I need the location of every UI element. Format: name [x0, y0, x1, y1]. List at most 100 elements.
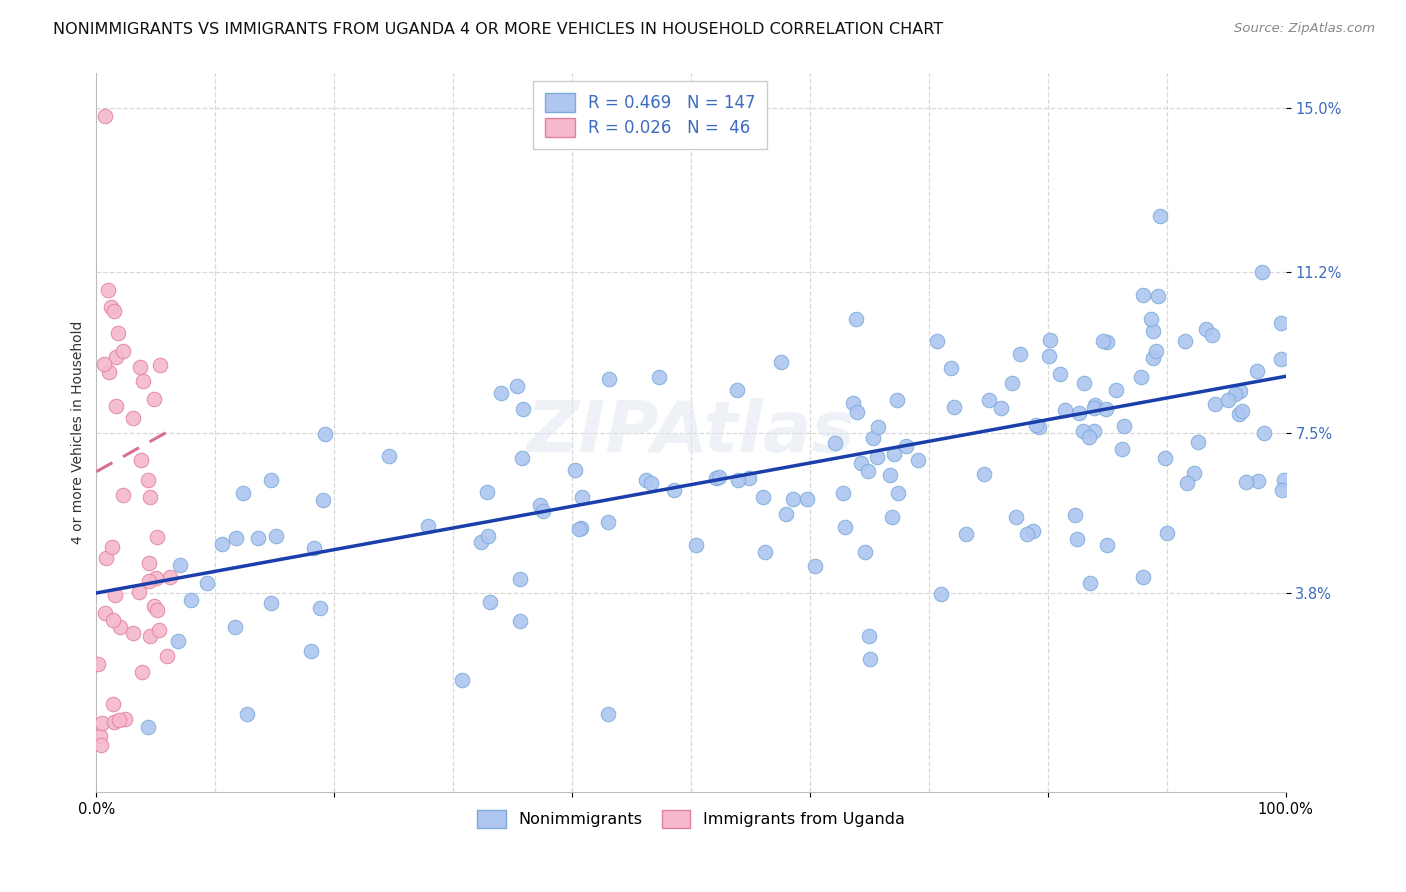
Point	[143, 392, 166, 407]
Point	[246, 532, 269, 546]
Point	[1201, 328, 1223, 343]
Point	[1142, 324, 1164, 338]
Point	[91, 716, 114, 731]
Point	[531, 504, 554, 518]
Point	[122, 626, 145, 640]
Point	[169, 558, 191, 573]
Point	[506, 379, 529, 393]
Point	[596, 707, 619, 722]
Point	[97, 283, 120, 297]
Point	[149, 359, 172, 373]
Point	[105, 399, 128, 413]
Point	[107, 713, 129, 727]
Point	[1146, 289, 1168, 303]
Point	[704, 471, 727, 485]
Point	[853, 545, 876, 559]
Point	[299, 644, 322, 658]
Point	[941, 360, 963, 375]
Point	[1140, 312, 1163, 326]
Point	[1234, 475, 1257, 490]
Point	[973, 467, 995, 481]
Text: NONIMMIGRANTS VS IMMIGRANTS FROM UGANDA 4 OR MORE VEHICLES IN HOUSEHOLD CORRELAT: NONIMMIGRANTS VS IMMIGRANTS FROM UGANDA …	[53, 22, 943, 37]
Point	[1038, 349, 1060, 363]
Point	[145, 571, 167, 585]
Point	[211, 537, 233, 551]
Point	[1067, 406, 1090, 420]
Point	[664, 483, 686, 497]
Point	[128, 585, 150, 599]
Point	[738, 471, 761, 485]
Point	[1142, 351, 1164, 366]
Point	[1149, 210, 1171, 224]
Point	[180, 593, 202, 607]
Point	[1053, 403, 1076, 417]
Point	[640, 475, 662, 490]
Point	[1083, 425, 1105, 439]
Point	[260, 596, 283, 610]
Point	[1001, 376, 1024, 391]
Point	[143, 599, 166, 614]
Point	[979, 393, 1001, 408]
Point	[100, 300, 122, 314]
Point	[1204, 397, 1226, 411]
Point	[1073, 376, 1095, 390]
Point	[1066, 533, 1088, 547]
Point	[104, 350, 127, 364]
Text: Source: ZipAtlas.com: Source: ZipAtlas.com	[1234, 22, 1375, 36]
Point	[1174, 334, 1197, 348]
Point	[101, 541, 124, 555]
Point	[122, 410, 145, 425]
Point	[1187, 434, 1209, 449]
Point	[1182, 466, 1205, 480]
Point	[636, 473, 658, 487]
Point	[136, 721, 159, 735]
Point	[104, 588, 127, 602]
Point	[146, 603, 169, 617]
Point	[1272, 473, 1295, 487]
Point	[804, 559, 827, 574]
Point	[955, 527, 977, 541]
Point	[112, 488, 135, 502]
Point	[685, 538, 707, 552]
Point	[1132, 288, 1154, 302]
Point	[314, 426, 336, 441]
Point	[232, 486, 254, 500]
Point	[1232, 404, 1254, 418]
Point	[1129, 370, 1152, 384]
Point	[260, 473, 283, 487]
Point	[1025, 417, 1047, 432]
Text: ZIPAtlas: ZIPAtlas	[527, 398, 855, 467]
Point	[159, 569, 181, 583]
Point	[509, 615, 531, 629]
Point	[148, 623, 170, 637]
Point	[529, 498, 551, 512]
Point	[475, 485, 498, 500]
Point	[887, 485, 910, 500]
Point	[1271, 483, 1294, 498]
Point	[195, 576, 218, 591]
Point	[450, 673, 472, 688]
Point	[145, 530, 167, 544]
Point	[1270, 351, 1292, 366]
Point	[97, 365, 120, 379]
Point	[568, 522, 591, 536]
Point	[1253, 426, 1275, 441]
Point	[845, 405, 868, 419]
Point	[96, 551, 118, 566]
Point	[1094, 402, 1116, 417]
Point	[752, 490, 775, 504]
Point	[93, 607, 115, 621]
Point	[598, 372, 620, 386]
Point	[129, 453, 152, 467]
Point	[1175, 476, 1198, 491]
Point	[93, 357, 115, 371]
Point	[1156, 526, 1178, 541]
Point	[709, 470, 731, 484]
Point	[167, 633, 190, 648]
Point	[131, 665, 153, 679]
Point	[1080, 576, 1102, 591]
Point	[509, 572, 531, 586]
Point	[725, 383, 748, 397]
Point	[1022, 524, 1045, 538]
Point	[834, 520, 856, 534]
